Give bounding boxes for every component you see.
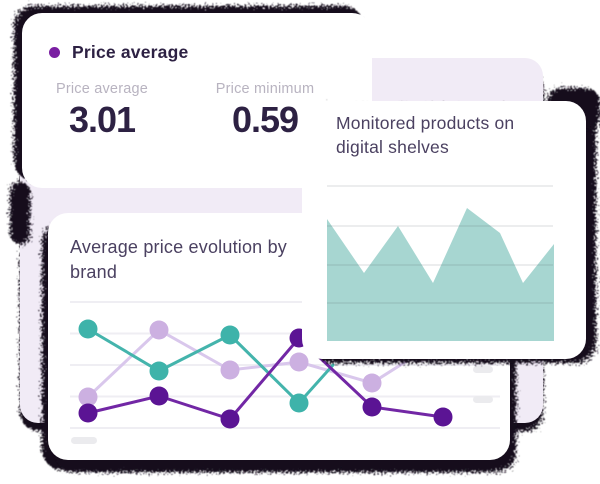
legend-dot-icon bbox=[49, 46, 60, 58]
legend-row: Price average bbox=[49, 41, 188, 63]
metric-price-average: Price average 3.01 bbox=[52, 80, 152, 140]
metric-value: 0.59 bbox=[231, 99, 299, 140]
line-chart-title: Average price evolution by brand bbox=[70, 237, 287, 282]
metric-label: Price average bbox=[55, 81, 149, 97]
metric-price-minimum: Price minimum 0.59 bbox=[210, 80, 320, 140]
stats-card-shadow-blob bbox=[10, 182, 30, 244]
area-chart-title: Monitored products on digital shelves bbox=[336, 113, 515, 157]
metric-label: Price minimum bbox=[215, 81, 315, 97]
area-chart bbox=[302, 101, 586, 364]
metric-value: 3.01 bbox=[68, 99, 136, 140]
area-chart-card: Monitored products on digital shelves bbox=[302, 101, 586, 359]
legend-label: Price average bbox=[72, 42, 189, 62]
